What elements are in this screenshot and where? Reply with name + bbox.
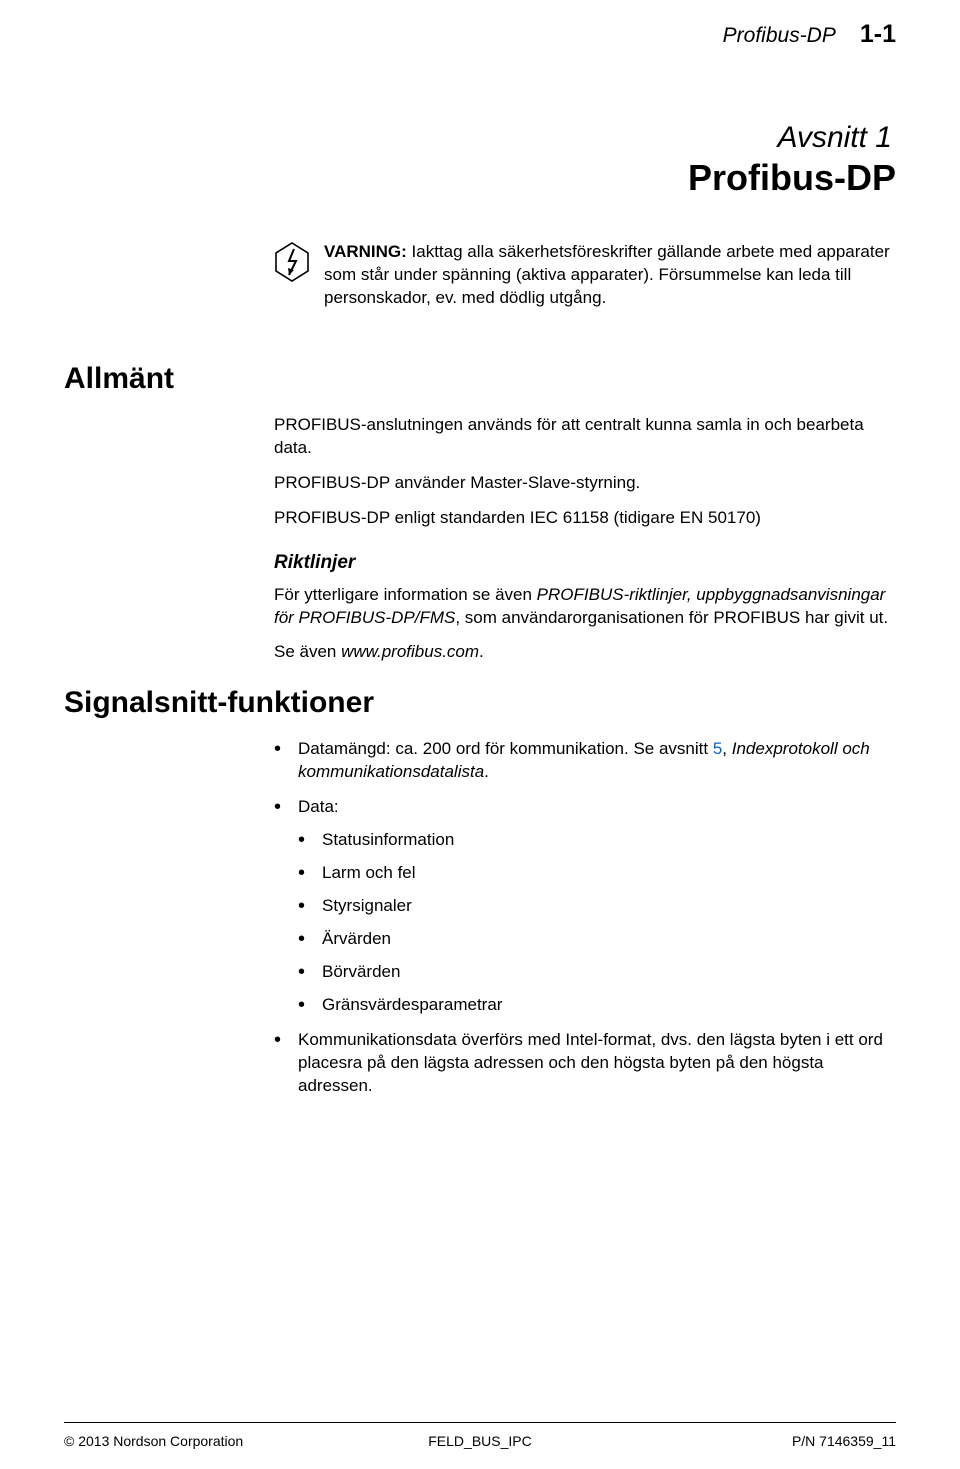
signal-sub-5: Börvärden xyxy=(298,961,896,984)
riktlinjer-p2-prefix: Se även xyxy=(274,642,341,661)
warning-block: VARNING: Iakttag alla säkerhetsföreskrif… xyxy=(274,241,896,310)
heading-signal: Signalsnitt-funktioner xyxy=(64,686,896,720)
page-number: 1-1 xyxy=(860,20,896,49)
allmant-p3: PROFIBUS-DP enligt standarden IEC 61158 … xyxy=(274,507,896,530)
riktlinjer-p1: För ytterligare information se även PROF… xyxy=(274,584,896,630)
signal-b2-label: Data: xyxy=(298,797,339,816)
signal-sub-3: Styrsignaler xyxy=(298,895,896,918)
signal-bullet-2: Data: Statusinformation Larm och fel Sty… xyxy=(274,796,896,1017)
riktlinjer-p1-suffix: , som användarorganisationen för PROFIBU… xyxy=(455,608,888,627)
allmant-body: PROFIBUS-anslutningen används för att ce… xyxy=(274,414,896,665)
warning-icon xyxy=(274,241,310,288)
signal-sub-bullets: Statusinformation Larm och fel Styrsigna… xyxy=(298,829,896,1017)
section-label: Avsnitt 1 xyxy=(64,121,892,155)
running-title: Profibus-DP xyxy=(723,24,836,48)
riktlinjer-p2-italic: www.profibus.com xyxy=(341,642,479,661)
page-footer: © 2013 Nordson Corporation FELD_BUS_IPC … xyxy=(64,1422,896,1449)
signal-sub-6: Gränsvärdesparametrar xyxy=(298,994,896,1017)
allmant-p1: PROFIBUS-anslutningen används för att ce… xyxy=(274,414,896,460)
footer-center: FELD_BUS_IPC xyxy=(428,1433,531,1449)
signal-sub-1: Statusinformation xyxy=(298,829,896,852)
allmant-p2: PROFIBUS-DP använder Master-Slave-styrni… xyxy=(274,472,896,495)
warning-text: VARNING: Iakttag alla säkerhetsföreskrif… xyxy=(324,241,896,310)
footer-left: © 2013 Nordson Corporation xyxy=(64,1433,243,1449)
running-header: Profibus-DP 1-1 xyxy=(64,20,896,49)
riktlinjer-p2-suffix: . xyxy=(479,642,484,661)
page-title: Profibus-DP xyxy=(64,157,896,199)
signal-sub-4: Ärvärden xyxy=(298,928,896,951)
heading-allmant: Allmänt xyxy=(64,362,896,396)
warning-body: Iakttag alla säkerhetsföreskrifter gälla… xyxy=(324,242,890,307)
footer-right: P/N 7146359_11 xyxy=(792,1433,896,1449)
signal-sub-2: Larm och fel xyxy=(298,862,896,885)
signal-body: Datamängd: ca. 200 ord för kommunikation… xyxy=(274,738,896,1097)
signal-bullet-1: Datamängd: ca. 200 ord för kommunikation… xyxy=(274,738,896,784)
signal-bullet-3: Kommunikationsdata överförs med Intel-fo… xyxy=(274,1029,896,1098)
heading-riktlinjer: Riktlinjer xyxy=(274,552,896,574)
signal-b1-mid: , xyxy=(722,739,731,758)
warning-label: VARNING: xyxy=(324,242,407,261)
riktlinjer-p1-prefix: För ytterligare information se även xyxy=(274,585,537,604)
signal-b1-suffix: . xyxy=(484,762,489,781)
signal-b1-link[interactable]: 5 xyxy=(713,739,722,758)
signal-bullets: Datamängd: ca. 200 ord för kommunikation… xyxy=(274,738,896,1097)
signal-b1-prefix: Datamängd: ca. 200 ord för kommunikation… xyxy=(298,739,713,758)
riktlinjer-p2: Se även www.profibus.com. xyxy=(274,641,896,664)
